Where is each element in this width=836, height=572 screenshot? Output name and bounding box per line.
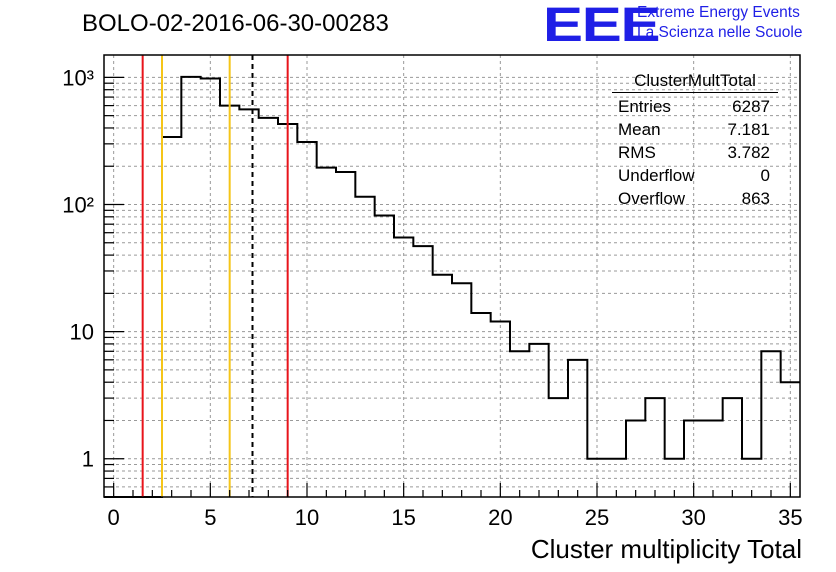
axes: 0 5 10 15 20 25 30 35 1 10 10² 10³ [62,54,803,530]
x-tick-label: 30 [681,505,705,530]
eee-logo: EEE [543,0,661,52]
stats-label: Mean [618,120,661,139]
stats-label: Underflow [618,166,695,185]
histogram-bin [375,215,394,497]
histogram-bin [703,420,722,497]
stats-value: 863 [741,189,770,208]
marker-lines [141,55,289,497]
histogram-bin [297,142,316,497]
x-axis-label: Cluster multiplicity Total [530,534,802,564]
histogram-outline [104,75,800,498]
stats-box-title: ClusterMultTotal [612,70,778,93]
histogram [104,75,800,498]
x-tick-label: 15 [391,505,415,530]
histogram-bin [181,77,200,497]
histogram-bin [529,344,548,497]
histogram-bin [239,109,258,497]
histogram-bin [452,283,471,497]
x-tick-label: 35 [778,505,802,530]
stats-row-rms: RMS 3.782 [612,141,778,164]
histogram-bin [317,168,336,497]
stats-value: 0 [760,166,770,185]
histogram-bin [510,351,529,497]
stats-row-mean: Mean 7.181 [612,118,778,141]
histogram-bin [761,351,780,497]
stats-value: 7.181 [727,120,770,139]
plot-frame [103,54,801,498]
histogram-bin [259,118,278,497]
stats-row-underflow: Underflow 0 [612,164,778,187]
histogram-bin [355,197,374,497]
stats-row-entries: Entries 6287 [612,95,778,118]
stats-value: 3.782 [727,143,770,162]
histogram-bin [549,398,568,497]
histogram-bin [433,275,452,497]
stats-label: Entries [618,97,671,116]
stats-value: 6287 [732,97,770,116]
stats-label: Overflow [618,189,686,208]
y-tick-label: 10³ [62,65,94,90]
y-tick-label: 1 [82,447,94,472]
stats-box: ClusterMultTotal Entries 6287 Mean 7.181… [612,70,778,210]
histogram-bin [471,313,490,497]
x-tick-label: 10 [295,505,319,530]
x-tick-label: 25 [585,505,609,530]
histogram-bin [781,382,800,497]
x-tick-label: 20 [488,505,512,530]
histogram-bin [162,137,181,497]
x-tick-label: 0 [108,505,120,530]
chart-title: BOLO-02-2016-06-30-00283 [82,10,389,37]
logo-line-1: Extreme Energy Events [637,4,800,21]
y-tick-label: 10² [62,193,94,218]
grid-lines [104,55,800,497]
histogram-bin [626,420,645,497]
logo-caption: Extreme Energy Events La Scienza nelle S… [637,3,802,43]
y-tick-label: 10 [70,320,94,345]
histogram-bin [413,246,432,497]
histogram-bin [723,398,742,497]
histogram-bin [201,78,220,497]
histogram-bin [336,172,355,497]
stats-label: RMS [618,143,656,162]
x-tick-label: 5 [204,505,216,530]
histogram-bin [645,398,664,497]
logo-line-2: La Scienza nelle Scuole [637,24,803,41]
stats-row-overflow: Overflow 863 [612,187,778,210]
histogram-bin [394,238,413,497]
histogram-bin [491,322,510,497]
histogram-bin [568,360,587,497]
